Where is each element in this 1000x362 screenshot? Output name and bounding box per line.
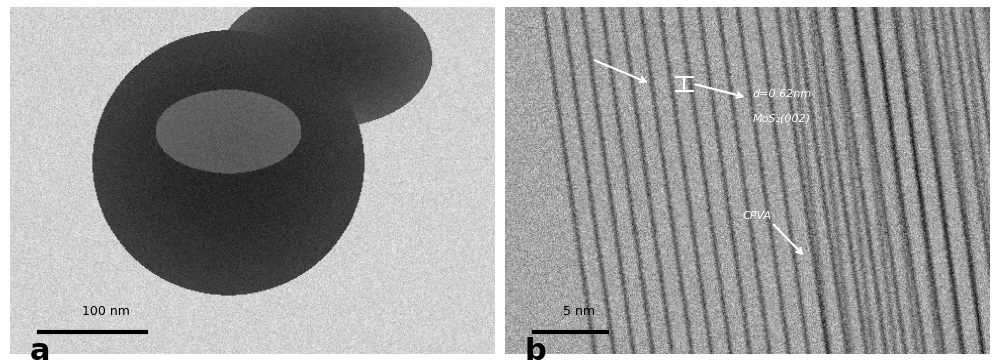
Text: 5 nm: 5 nm xyxy=(563,305,595,318)
Text: CPVA: CPVA xyxy=(743,211,772,221)
Text: b: b xyxy=(524,337,546,362)
Text: MoS₂(002): MoS₂(002) xyxy=(752,113,810,123)
Text: d=0.62nm: d=0.62nm xyxy=(752,89,812,99)
Text: 100 nm: 100 nm xyxy=(82,305,130,318)
Text: a: a xyxy=(29,337,50,362)
